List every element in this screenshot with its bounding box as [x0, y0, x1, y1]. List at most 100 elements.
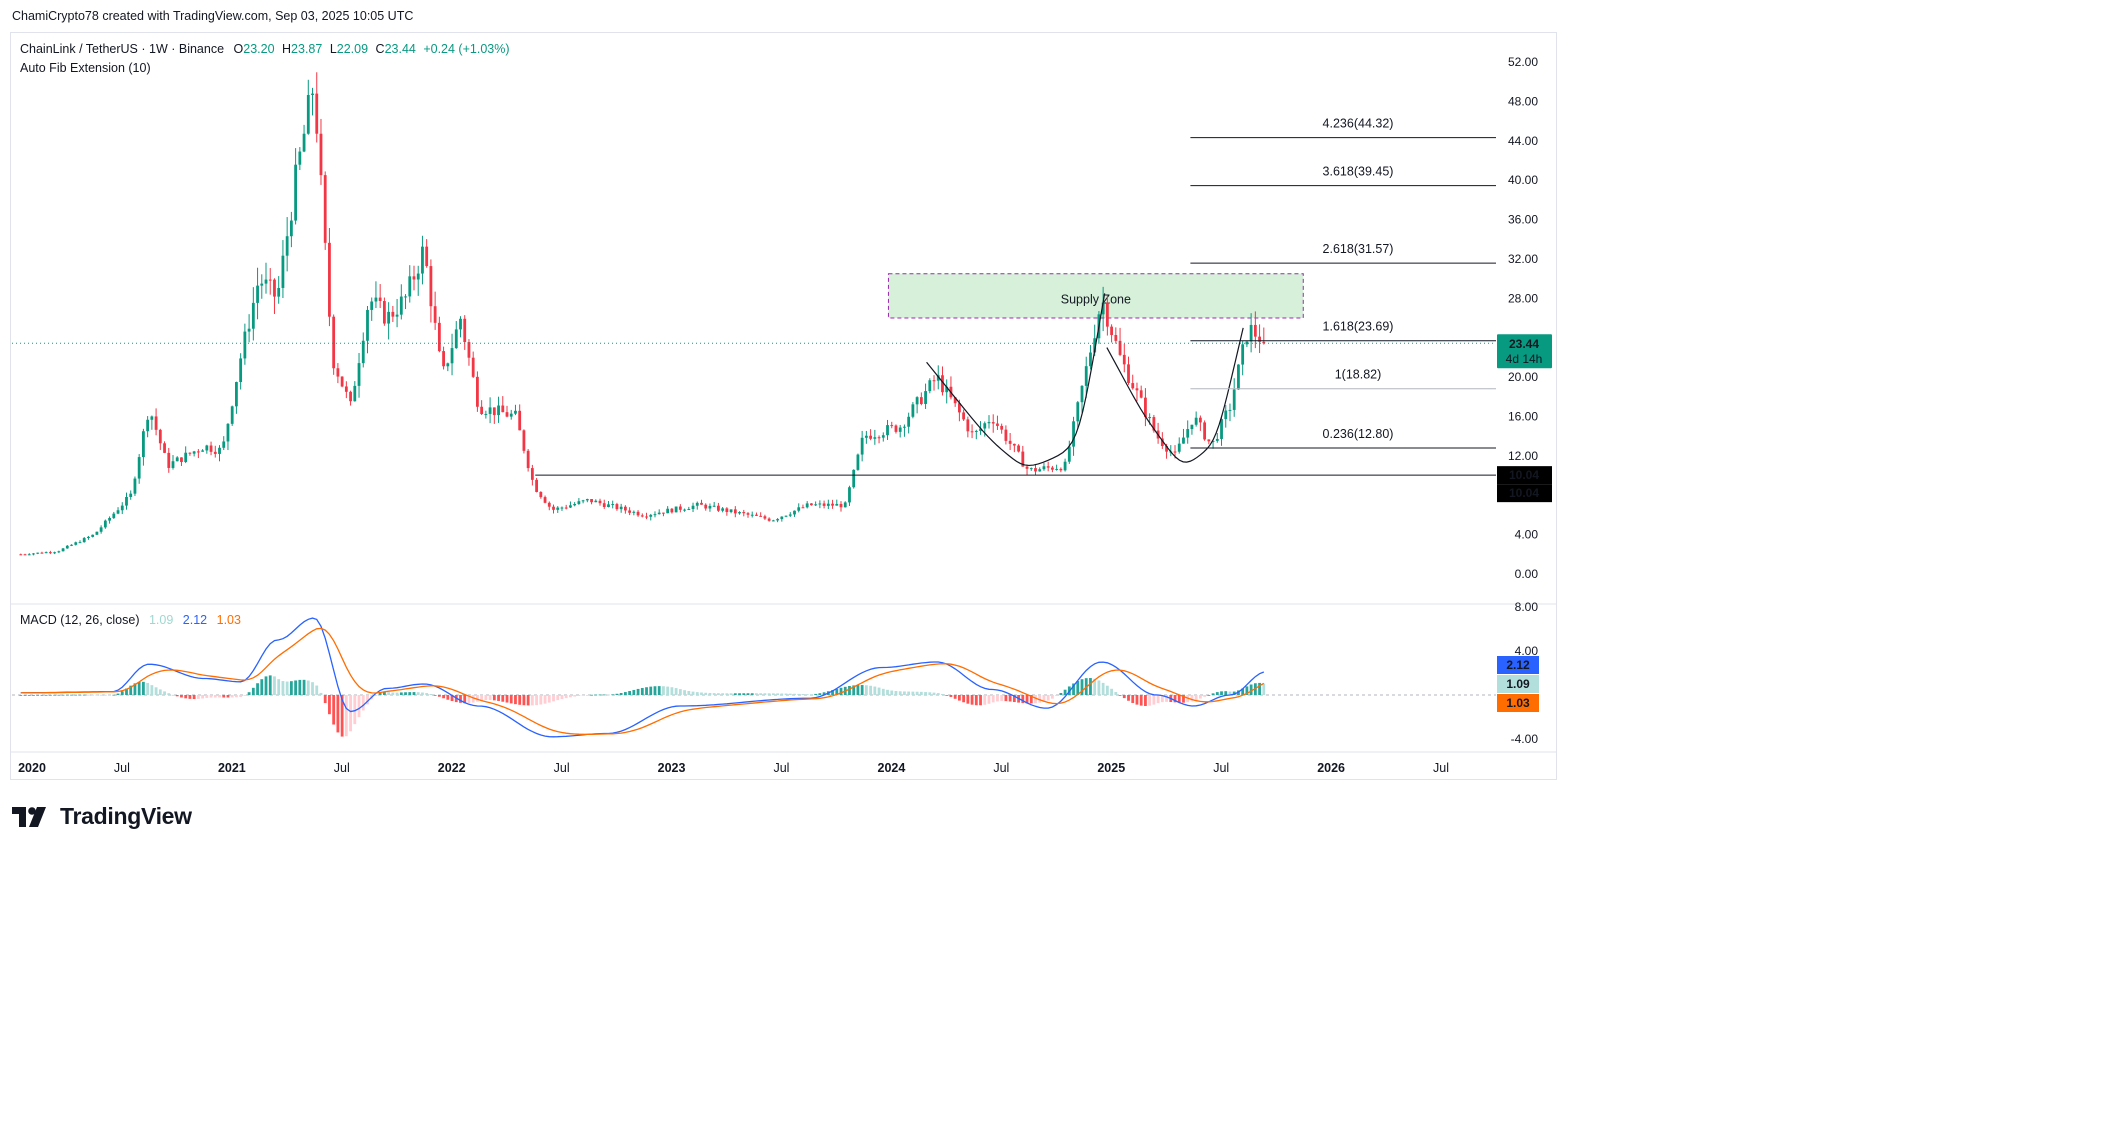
candle — [873, 437, 877, 439]
chart-canvas[interactable]: Supply Zone 4.236(44.32) 3.618(39.45) 2.618… — [0, 0, 1568, 848]
macd-histogram-bar — [484, 695, 488, 701]
macd-histogram-bar — [1211, 693, 1215, 695]
candle — [746, 513, 750, 515]
candle — [1258, 336, 1261, 342]
macd-histogram-bar — [82, 694, 86, 696]
last-price-value: 23.44 — [1509, 337, 1539, 351]
candle — [818, 503, 822, 505]
macd-histogram-bar — [146, 682, 150, 695]
macd-histogram-bar — [1249, 684, 1253, 695]
symbol-title[interactable]: ChainLink / TetherUS · 1W · Binance — [20, 42, 225, 56]
candle — [708, 505, 712, 509]
macd-histogram-bar — [1173, 695, 1177, 703]
macd-histogram-bar — [323, 695, 327, 704]
macd-histogram-bar — [243, 695, 247, 696]
candle — [264, 279, 268, 284]
candle — [1152, 417, 1156, 431]
macd-title[interactable]: MACD (12, 26, close) — [20, 613, 140, 627]
macd-histogram-bar — [53, 694, 57, 696]
macd-histogram-bar — [987, 695, 991, 704]
macd-histogram-bar — [611, 694, 615, 696]
candle — [1241, 344, 1245, 365]
candle — [78, 542, 82, 544]
macd-histogram-bar — [514, 695, 517, 705]
macd-histogram-bar — [44, 694, 48, 696]
candle — [120, 505, 124, 511]
macd-histogram-bar — [251, 687, 255, 695]
candle — [1118, 340, 1122, 355]
price-axis-tick: 44.00 — [1508, 134, 1538, 148]
macd-histogram-bar — [687, 690, 691, 695]
candle — [1051, 467, 1054, 470]
candle — [425, 246, 429, 267]
candle — [315, 93, 319, 134]
candle — [171, 461, 175, 468]
candle — [497, 405, 500, 416]
macd-hist-value: 1.09 — [148, 613, 174, 627]
macd-histogram-bar — [340, 695, 344, 737]
candle — [391, 311, 395, 317]
candle — [1198, 417, 1202, 423]
macd-signal-line[interactable] — [20, 627, 1265, 736]
time-axis-tick: 2025 — [1097, 761, 1125, 775]
macd-histogram-bar — [970, 695, 974, 705]
candle — [218, 447, 221, 454]
macd-histogram-bar — [1198, 695, 1202, 699]
candle — [340, 376, 344, 387]
macd-histogram-bar — [623, 692, 627, 695]
macd-histogram-bar — [835, 688, 839, 695]
macd-histogram-bar — [717, 693, 720, 695]
macd-histogram-bar — [103, 694, 107, 696]
candle — [1114, 335, 1118, 341]
macd-histogram-bar — [1148, 695, 1152, 706]
macd-histogram-bar — [408, 692, 412, 695]
candle — [530, 468, 534, 480]
macd-histogram-bar — [793, 693, 796, 695]
macd-histogram-bar — [636, 688, 640, 695]
supply-zone[interactable] — [887, 273, 1304, 319]
candle — [826, 503, 830, 506]
macd-histogram-bar — [260, 679, 264, 695]
macd-histogram-bar — [957, 695, 961, 701]
indicator-title[interactable]: Auto Fib Extension (10) — [20, 61, 151, 75]
candle — [898, 427, 902, 432]
macd-histogram-bar — [298, 679, 302, 695]
candle — [454, 329, 458, 349]
candle — [987, 422, 991, 424]
bar-countdown: 4d 14h — [1506, 352, 1543, 366]
candle — [467, 342, 471, 358]
legend-row-price: ChainLink / TetherUS · 1W · Binance O23.… — [20, 40, 510, 59]
candle — [674, 506, 678, 513]
macd-histogram-bar — [213, 695, 217, 698]
candle — [459, 318, 462, 330]
candle — [36, 552, 40, 554]
cup-curve-1[interactable] — [926, 293, 1106, 467]
macd-histogram-bar — [116, 693, 120, 695]
macd-histogram-bar — [184, 695, 188, 699]
candle — [1076, 402, 1080, 422]
macd-histogram-bar — [746, 693, 750, 695]
candle — [970, 431, 974, 433]
candle — [1038, 469, 1042, 472]
macd-histogram-bar — [932, 692, 936, 695]
candle — [142, 431, 145, 458]
candle — [602, 503, 606, 508]
macd-histogram-bar — [125, 688, 128, 695]
macd-line[interactable] — [20, 617, 1265, 738]
fib-level-label: 0.236(12.80) — [1323, 427, 1394, 441]
macd-histogram-bar — [552, 695, 555, 702]
macd-histogram-bar — [1025, 695, 1029, 704]
candle — [23, 554, 27, 556]
cup-curve-2[interactable] — [1106, 327, 1244, 463]
macd-histogram-bar — [36, 694, 40, 696]
tradingview-logo[interactable]: TradingView — [12, 803, 192, 830]
macd-histogram-bar — [645, 687, 648, 695]
macd-histogram-bar — [632, 689, 636, 695]
macd-histogram-bar — [399, 692, 403, 695]
candle — [344, 386, 348, 392]
macd-histogram-bar — [471, 695, 475, 703]
candle — [137, 457, 141, 479]
candle — [103, 520, 107, 528]
candle — [653, 514, 657, 516]
macd-histogram-bar — [65, 694, 69, 696]
